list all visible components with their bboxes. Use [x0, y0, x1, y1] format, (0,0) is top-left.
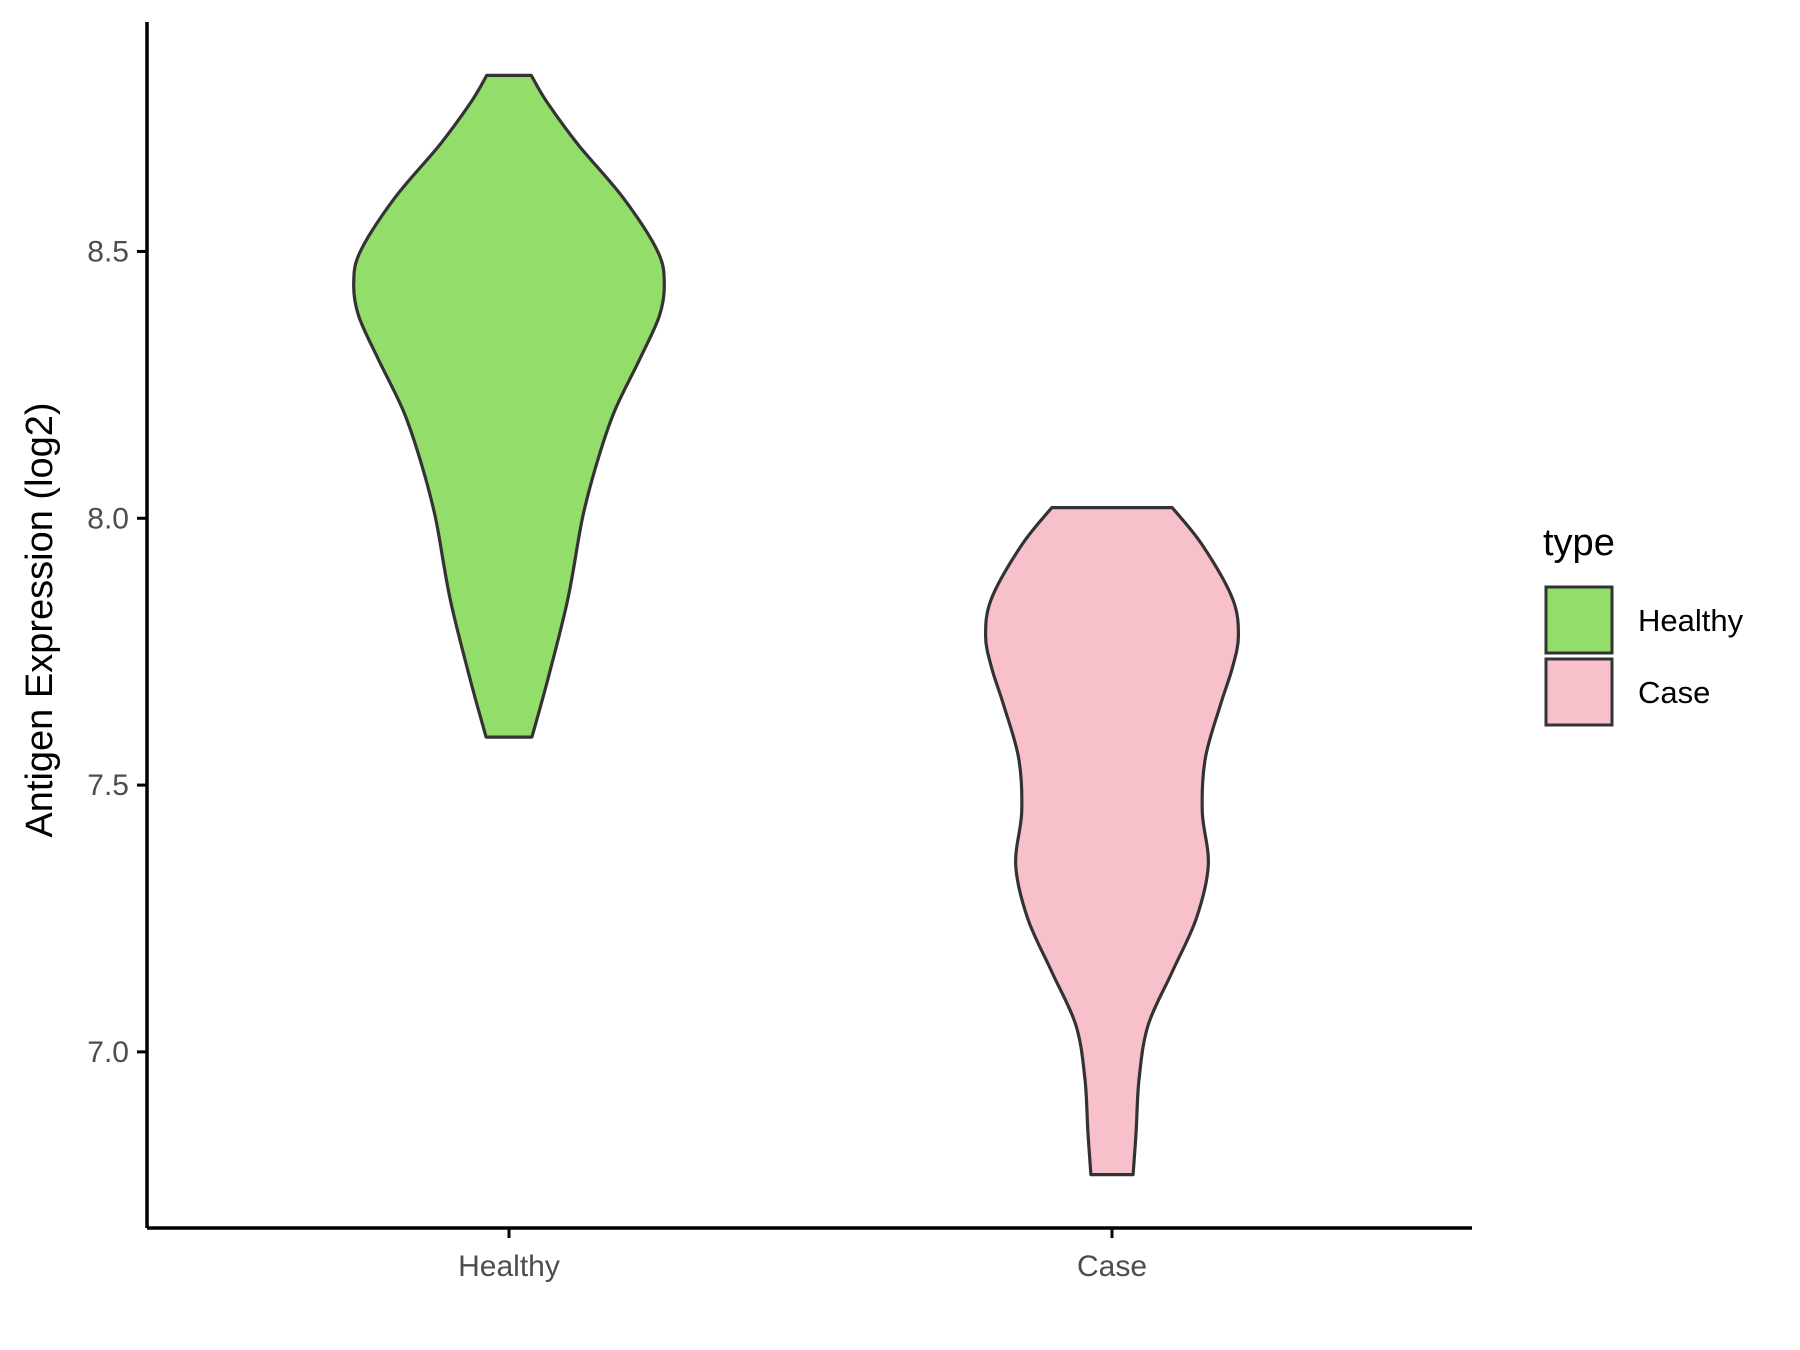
x-tick-label: Healthy [458, 1250, 560, 1283]
x-tick-label: Case [1077, 1250, 1147, 1283]
violin-case [984, 506, 1240, 1177]
y-tick-label: 8.5 [87, 235, 129, 268]
violin-healthy [352, 73, 666, 739]
legend-title: type [1543, 522, 1615, 564]
legend-label-case: Case [1638, 675, 1710, 710]
violins-layer [352, 73, 1240, 1177]
legend-swatch-healthy [1544, 585, 1614, 655]
y-tick-label: 7.5 [87, 769, 129, 802]
y-tick-label: 7.0 [87, 1036, 129, 1069]
y-axis-ticks: 7.0 7.5 8.0 8.5 [87, 235, 147, 1069]
legend-label-healthy: Healthy [1638, 603, 1744, 638]
legend: type Healthy Case [1543, 522, 1744, 727]
legend-swatch-case [1544, 657, 1614, 727]
y-axis-title: Antigen Expression (log2) [19, 402, 61, 837]
y-tick-label: 8.0 [87, 502, 129, 535]
legend-entries: Healthy Case [1544, 585, 1744, 727]
x-axis-ticks: Healthy Case [458, 1228, 1147, 1283]
